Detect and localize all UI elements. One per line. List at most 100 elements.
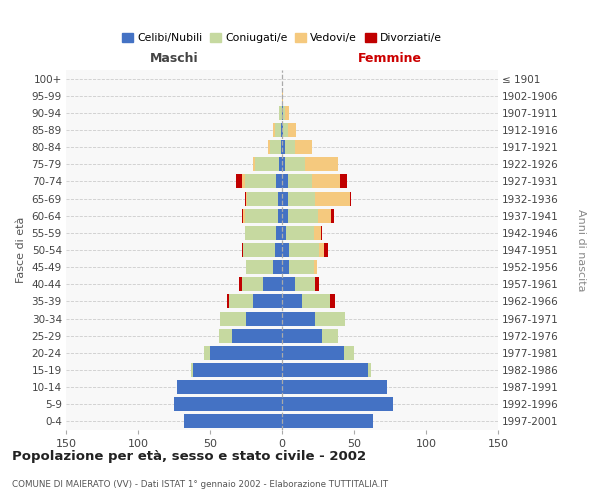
Bar: [315, 312, 346, 326]
Bar: [282, 398, 393, 411]
Bar: [286, 226, 314, 240]
Bar: [246, 192, 247, 205]
Bar: [279, 106, 282, 120]
Bar: [218, 328, 232, 342]
Bar: [321, 226, 322, 240]
Bar: [278, 192, 282, 205]
Bar: [245, 192, 246, 205]
Bar: [254, 158, 279, 172]
Bar: [289, 260, 314, 274]
Bar: [315, 192, 350, 205]
Bar: [282, 140, 285, 154]
Bar: [282, 226, 286, 240]
Bar: [253, 158, 254, 172]
Bar: [288, 174, 312, 188]
Bar: [242, 208, 243, 222]
Bar: [282, 294, 302, 308]
Bar: [220, 312, 246, 326]
Bar: [282, 88, 283, 102]
Bar: [276, 174, 282, 188]
Bar: [282, 123, 283, 137]
Bar: [288, 123, 296, 137]
Bar: [295, 140, 312, 154]
Y-axis label: Fasce di età: Fasce di età: [16, 217, 26, 283]
Bar: [281, 123, 282, 137]
Bar: [285, 106, 289, 120]
Bar: [191, 363, 193, 377]
Text: Maschi: Maschi: [149, 52, 199, 65]
Bar: [324, 243, 328, 257]
Bar: [282, 346, 344, 360]
Bar: [368, 363, 371, 377]
Bar: [242, 243, 243, 257]
Bar: [275, 243, 282, 257]
Bar: [236, 174, 242, 188]
Bar: [282, 312, 315, 326]
Bar: [288, 192, 315, 205]
Bar: [331, 208, 334, 222]
Bar: [282, 243, 289, 257]
Bar: [227, 294, 229, 308]
Bar: [193, 363, 282, 377]
Bar: [246, 260, 274, 274]
Bar: [276, 226, 282, 240]
Bar: [243, 243, 275, 257]
Bar: [322, 328, 338, 342]
Text: Popolazione per età, sesso e stato civile - 2002: Popolazione per età, sesso e stato civil…: [12, 450, 366, 463]
Bar: [350, 192, 351, 205]
Bar: [210, 346, 282, 360]
Bar: [232, 328, 282, 342]
Bar: [268, 140, 271, 154]
Bar: [275, 123, 281, 137]
Bar: [340, 174, 347, 188]
Bar: [263, 278, 282, 291]
Text: Femmine: Femmine: [358, 52, 422, 65]
Bar: [344, 346, 354, 360]
Bar: [282, 174, 288, 188]
Bar: [274, 260, 282, 274]
Bar: [281, 140, 282, 154]
Bar: [243, 208, 245, 222]
Bar: [245, 208, 278, 222]
Bar: [314, 260, 317, 274]
Bar: [246, 312, 282, 326]
Bar: [295, 278, 315, 291]
Bar: [229, 294, 253, 308]
Bar: [282, 192, 288, 205]
Bar: [329, 294, 335, 308]
Bar: [242, 174, 245, 188]
Legend: Celibi/Nubili, Coniugati/e, Vedovi/e, Divorziati/e: Celibi/Nubili, Coniugati/e, Vedovi/e, Di…: [118, 28, 446, 48]
Bar: [302, 294, 329, 308]
Bar: [282, 260, 289, 274]
Bar: [282, 328, 322, 342]
Bar: [242, 278, 263, 291]
Bar: [282, 158, 285, 172]
Bar: [282, 363, 368, 377]
Bar: [283, 123, 288, 137]
Bar: [283, 106, 285, 120]
Bar: [285, 140, 295, 154]
Bar: [271, 140, 281, 154]
Bar: [318, 208, 331, 222]
Bar: [312, 174, 340, 188]
Text: COMUNE DI MAIERATO (VV) - Dati ISTAT 1° gennaio 2002 - Elaborazione TUTTITALIA.I: COMUNE DI MAIERATO (VV) - Dati ISTAT 1° …: [12, 480, 388, 489]
Bar: [279, 158, 282, 172]
Bar: [285, 158, 305, 172]
Bar: [282, 278, 295, 291]
Bar: [204, 346, 210, 360]
Bar: [288, 208, 318, 222]
Bar: [282, 380, 387, 394]
Bar: [247, 192, 278, 205]
Bar: [282, 106, 283, 120]
Bar: [245, 174, 276, 188]
Bar: [184, 414, 282, 428]
Bar: [282, 414, 373, 428]
Bar: [245, 226, 276, 240]
Bar: [282, 208, 288, 222]
Bar: [177, 380, 282, 394]
Bar: [253, 294, 282, 308]
Bar: [278, 208, 282, 222]
Bar: [239, 278, 242, 291]
Bar: [314, 226, 321, 240]
Bar: [305, 158, 338, 172]
